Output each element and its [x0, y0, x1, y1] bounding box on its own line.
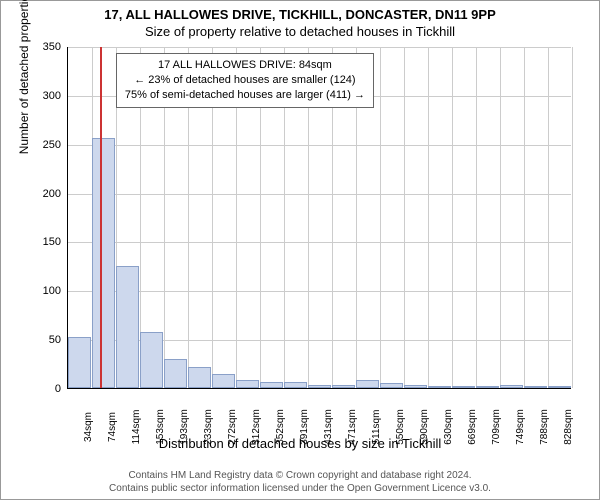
histogram-bar [260, 382, 283, 388]
y-tick-label: 50 [21, 334, 61, 346]
histogram-bar [356, 380, 379, 388]
callout-line2: ← 23% of detached houses are smaller (12… [125, 73, 365, 88]
histogram-bar [500, 385, 523, 388]
footer-line-1: Contains HM Land Registry data © Crown c… [1, 469, 599, 482]
histogram-bar [68, 337, 91, 388]
callout-line1: 17 ALL HALLOWES DRIVE: 84sqm [125, 58, 365, 73]
page-subtitle: Size of property relative to detached ho… [1, 24, 599, 39]
histogram-bar [188, 367, 211, 388]
y-tick-label: 250 [21, 139, 61, 151]
histogram-bar [548, 386, 571, 388]
page-title-address: 17, ALL HALLOWES DRIVE, TICKHILL, DONCAS… [1, 7, 599, 22]
histogram-bar [524, 386, 547, 388]
x-axis-label: Distribution of detached houses by size … [1, 436, 599, 451]
histogram-chart: Number of detached properties 17 ALL HAL… [51, 47, 591, 427]
histogram-bar [164, 359, 187, 388]
histogram-bar [404, 385, 427, 388]
histogram-bar [332, 385, 355, 388]
y-tick-label: 200 [21, 188, 61, 200]
callout-box: 17 ALL HALLOWES DRIVE: 84sqm← 23% of det… [116, 53, 374, 108]
y-tick-label: 300 [21, 90, 61, 102]
histogram-bar [428, 386, 451, 388]
histogram-bar [116, 266, 139, 388]
histogram-bar [452, 386, 475, 388]
y-tick-label: 350 [21, 41, 61, 53]
histogram-bar [92, 138, 115, 388]
histogram-bar [140, 332, 163, 388]
footer-line-2: Contains public sector information licen… [1, 482, 599, 495]
y-axis-label: Number of detached properties [17, 0, 31, 154]
histogram-bar [308, 385, 331, 388]
callout-line3: 75% of semi-detached houses are larger (… [125, 88, 365, 103]
y-tick-label: 100 [21, 285, 61, 297]
property-marker-line [100, 47, 102, 388]
y-tick-label: 0 [21, 383, 61, 395]
histogram-bar [212, 374, 235, 388]
histogram-bar [380, 383, 403, 388]
histogram-bar [236, 380, 259, 388]
footer-attribution: Contains HM Land Registry data © Crown c… [1, 469, 599, 495]
plot-area: 17 ALL HALLOWES DRIVE: 84sqm← 23% of det… [67, 47, 571, 389]
histogram-bar [476, 386, 499, 388]
y-tick-label: 150 [21, 236, 61, 248]
x-ticks: 34sqm74sqm114sqm153sqm193sqm233sqm272sqm… [67, 389, 571, 427]
histogram-bar [284, 382, 307, 388]
